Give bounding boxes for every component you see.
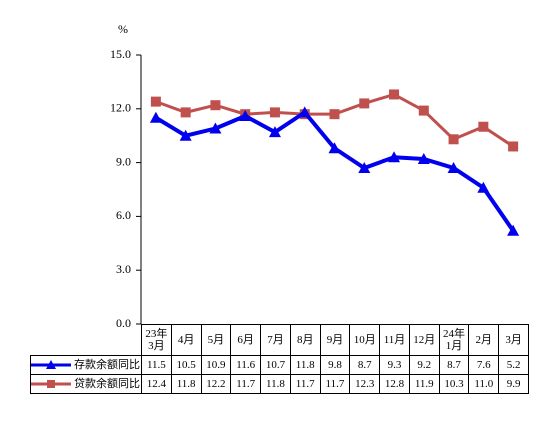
y-tick-label: 6.0: [116, 208, 131, 222]
line: [155, 92, 514, 148]
legend-entry: 贷款余额同比: [30, 374, 142, 394]
value-label: 9.2: [408, 355, 440, 375]
point: [180, 107, 191, 118]
value-label: 11.0: [468, 374, 500, 394]
point: [239, 109, 252, 121]
value-label: 11.9: [408, 374, 440, 394]
value-label: 11.6: [230, 355, 262, 375]
point: [507, 224, 520, 236]
value-label: 10.5: [170, 355, 202, 375]
value-label: 11.7: [319, 374, 351, 394]
x-tick-label: 5月: [200, 324, 232, 356]
point: [477, 181, 490, 193]
point: [298, 106, 311, 118]
legend-label: 贷款余额同比: [74, 378, 140, 390]
point: [328, 142, 341, 154]
value-label: 12.4: [141, 374, 172, 394]
x-tick-label: 8月: [289, 324, 321, 356]
value-label: 9.9: [498, 374, 529, 394]
legend-icon: [31, 380, 71, 389]
y-tick-label: 3.0: [116, 262, 131, 276]
point: [269, 107, 280, 118]
point: [210, 100, 221, 111]
point: [418, 105, 429, 116]
value-label: 10.7: [260, 355, 291, 375]
legend-marker: [47, 380, 55, 389]
point: [149, 111, 162, 123]
x-tick-label: 7月: [260, 324, 291, 356]
value-label: 8.7: [349, 355, 381, 375]
x-tick-label: 11月: [379, 324, 410, 356]
point: [508, 141, 519, 152]
point: [389, 89, 400, 100]
point: [179, 129, 192, 141]
series: [150, 89, 519, 152]
value-label: 11.7: [289, 374, 321, 394]
value-label: 12.3: [349, 374, 381, 394]
point: [268, 126, 281, 138]
x-tick-label: 23年 3月: [141, 324, 172, 356]
value-label: 10.9: [200, 355, 232, 375]
value-label: 12.8: [379, 374, 410, 394]
point: [359, 98, 370, 109]
x-tick-label: 10月: [349, 324, 381, 356]
point: [448, 134, 459, 145]
value-label: 10.3: [438, 374, 470, 394]
x-tick-label: 2月: [468, 324, 500, 356]
point: [478, 121, 489, 132]
x-tick-label: 12月: [408, 324, 440, 356]
legend-icon: [31, 360, 71, 370]
data-table: 23年 3月 4月 5月 6月 7月 8月 9月 10月 11月 12月 24年 1月 2月 3月存款余…: [30, 324, 529, 394]
y-tick-label: 15.0: [110, 47, 131, 61]
legend-marker: [46, 360, 56, 370]
x-tick-label: 3月: [498, 324, 529, 356]
x-tick-label: 24年 1月: [438, 324, 470, 356]
value-label: 9.3: [379, 355, 410, 375]
x-tick-label: 6月: [230, 324, 262, 356]
line: [154, 109, 515, 232]
x-tick-label: 4月: [170, 324, 202, 356]
value-label: 5.2: [498, 355, 529, 375]
y-tick-label: 12.0: [110, 101, 131, 115]
value-label: 11.5: [141, 355, 172, 375]
corner: [30, 324, 142, 356]
y-axis-label: %: [118, 22, 128, 36]
value-label: 11.7: [230, 374, 262, 394]
point: [447, 161, 460, 173]
value-label: 11.8: [260, 374, 291, 394]
value-label: 11.8: [170, 374, 202, 394]
series: [149, 106, 520, 236]
value-label: 8.7: [438, 355, 470, 375]
y-tick-label: 9.0: [116, 154, 131, 168]
value-label: 12.2: [200, 374, 232, 394]
value-label: 7.6: [468, 355, 500, 375]
point: [417, 153, 430, 165]
point: [329, 109, 340, 120]
legend-entry: 存款余额同比: [30, 355, 142, 375]
point: [209, 122, 222, 134]
point: [388, 151, 401, 163]
point: [358, 161, 371, 173]
value-label: 11.8: [289, 355, 321, 375]
point: [150, 96, 161, 107]
legend-label: 存款余额同比: [74, 359, 140, 371]
x-tick-label: 9月: [319, 324, 351, 356]
value-label: 9.8: [319, 355, 351, 375]
